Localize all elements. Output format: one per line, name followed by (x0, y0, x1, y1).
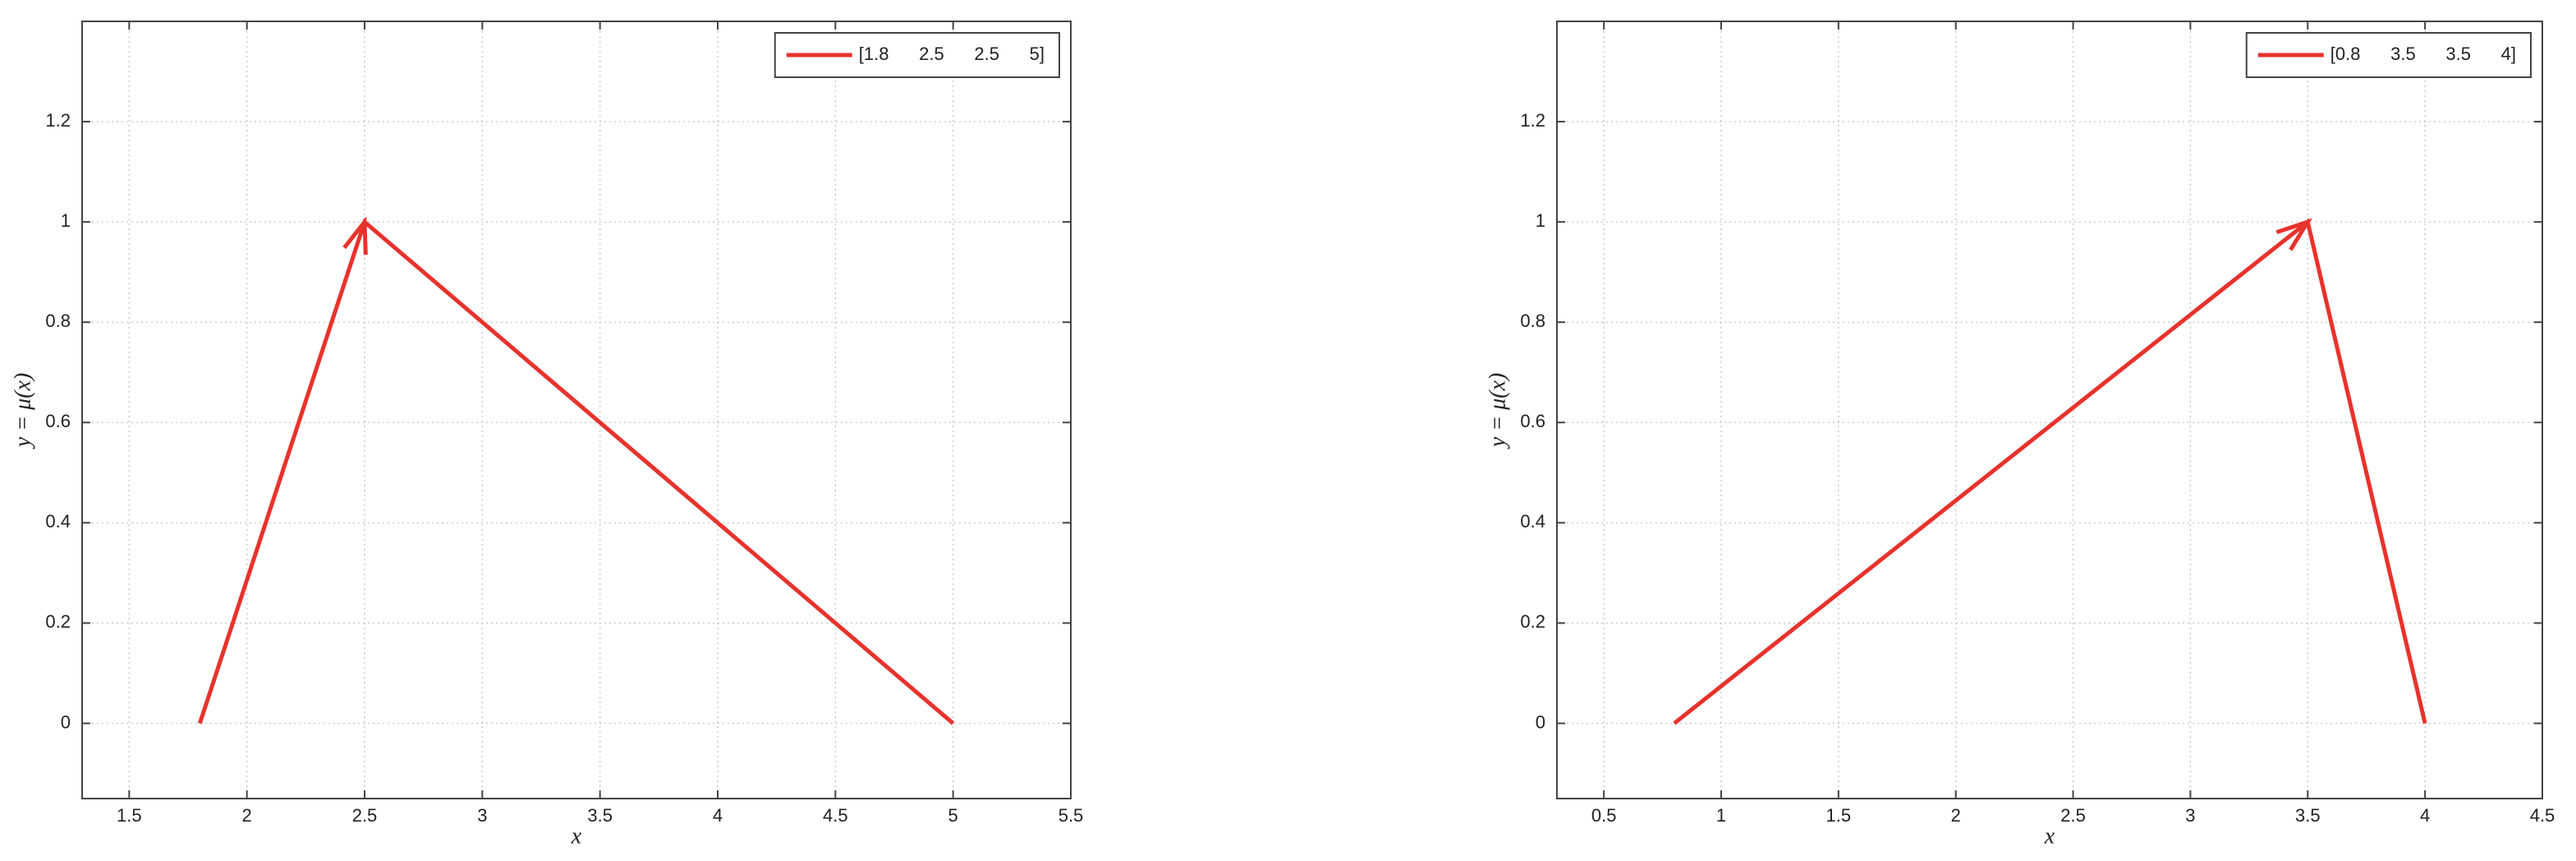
x-tick-label: 0.5 (1591, 805, 1617, 826)
x-tick-label: 2.5 (352, 805, 378, 826)
arrow-head (2275, 218, 2313, 251)
chart: 1.5 2 2.5 3 3.5 4 4.5 5 5.5 0 0.2 0.4 0.6 0.8 1 1.2 x y =… (10, 21, 1083, 849)
x-tick-label: 2.5 (2060, 805, 2086, 826)
x-tick-label: 1.5 (1826, 805, 1852, 826)
y-tick-label: 0.6 (1520, 411, 1545, 431)
y-tick-label: 1.2 (1520, 110, 1545, 131)
y-tick-label: 1 (1536, 210, 1545, 231)
axes-frame (1556, 21, 2543, 799)
x-tick-label: 3 (2185, 805, 2195, 826)
y-tick-label: 0.8 (45, 311, 71, 331)
x-tick-label: 3 (477, 805, 487, 826)
y-tick-label: 1.2 (45, 110, 71, 131)
x-tick-label: 3.5 (587, 805, 613, 826)
legend-label: [1.8 2.5 2.5 5] (859, 44, 1045, 64)
x-axis-label: x (2044, 823, 2055, 849)
x-tick-label: 4 (713, 805, 723, 826)
axes-frame (81, 21, 1072, 799)
y-tick-label: 0.4 (1520, 511, 1545, 532)
y-tick-label: 1 (61, 210, 71, 231)
x-tick-label: 1.5 (117, 805, 142, 826)
x-tick-label: 5.5 (1058, 805, 1084, 826)
y-tick-label: 0 (61, 711, 71, 732)
x-tick-label: 4.5 (2530, 805, 2555, 826)
x-tick-label: 2 (242, 805, 252, 826)
x-tick-label: 2 (1951, 805, 1961, 826)
arrow-head (342, 216, 368, 256)
y-axis-label: y = μ(x) (10, 373, 35, 449)
y-tick-label: 0.4 (45, 511, 71, 532)
x-tick-label: 5 (948, 805, 958, 826)
plot-area (1557, 21, 2542, 799)
y-tick-label: 0.2 (45, 611, 71, 632)
x-tick-label: 3.5 (2295, 805, 2321, 826)
x-tick-label: 1 (1716, 805, 1726, 826)
chart: 0.5 1 1.5 2 2.5 3 3.5 4 4.5 0 0.2 0.4 0.6 0.8 1 1.2 x y =… (1485, 21, 2555, 849)
legend-label: [0.8 3.5 3.5 4] (2330, 44, 2516, 64)
legend: [1.8 2.5 2.5 5] (774, 32, 1060, 78)
y-tick-label: 0.8 (1520, 311, 1545, 331)
y-tick-label: 0.2 (1520, 611, 1545, 632)
y-tick-label: 0 (1536, 711, 1545, 732)
legend: [0.8 3.5 3.5 4] (2245, 32, 2532, 78)
y-tick-label: 0.6 (45, 411, 71, 431)
x-tick-label: 4 (2420, 805, 2430, 826)
x-tick-label: 4.5 (823, 805, 848, 826)
plot-area (82, 21, 1071, 799)
x-axis-label: x (571, 823, 582, 849)
y-axis-label: y = μ(x) (1485, 373, 1510, 449)
